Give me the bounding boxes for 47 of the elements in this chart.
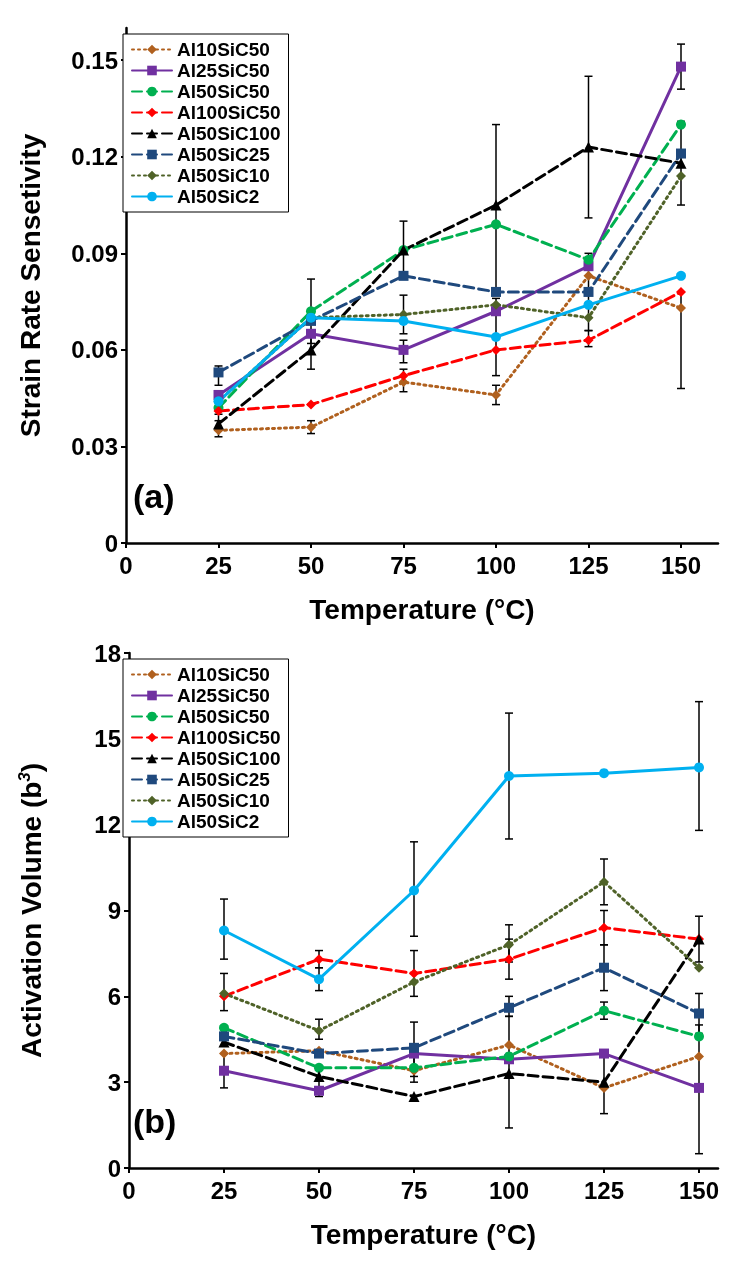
legend-label: Al25SiC50 bbox=[177, 60, 270, 81]
x-tick-label: 150 bbox=[678, 1176, 720, 1204]
y-tick-label: 0 bbox=[104, 529, 118, 557]
legend-label: Al50SiC50 bbox=[177, 81, 270, 102]
y-tick-label: 15 bbox=[94, 725, 121, 753]
legend-label: Al50SiC50 bbox=[177, 706, 270, 727]
x-axis-title: Temperature (°C) bbox=[310, 1218, 537, 1250]
x-tick-label: 50 bbox=[305, 1176, 333, 1204]
y-tick-label: 0.15 bbox=[71, 46, 118, 74]
legend-label: Al50SiC2 bbox=[177, 811, 260, 832]
legend-label: Al50SiC100 bbox=[177, 748, 281, 769]
x-tick-label: 125 bbox=[583, 1176, 625, 1204]
x-tick-label: 25 bbox=[205, 551, 232, 579]
legend-label: Al100SiC50 bbox=[177, 727, 281, 748]
annotation: (a) bbox=[133, 477, 175, 515]
y-tick-label: 6 bbox=[107, 982, 121, 1010]
x-tick-label: 100 bbox=[488, 1176, 530, 1204]
x-tick-label: 75 bbox=[390, 551, 417, 579]
y-tick-label: 0.03 bbox=[71, 432, 118, 460]
x-tick-label: 25 bbox=[210, 1176, 238, 1204]
x-tick-label: 150 bbox=[660, 551, 702, 579]
legend-label: Al50SiC10 bbox=[177, 165, 270, 186]
x-axis-title: Temperature (°C) bbox=[309, 593, 535, 625]
legend-label: Al10SiC50 bbox=[177, 664, 270, 685]
x-tick-label: 100 bbox=[475, 551, 517, 579]
y-axis-title: Strain Rate Sensetivity bbox=[14, 133, 46, 438]
y-axis-title: Activation Volume (b3) bbox=[15, 762, 47, 1059]
legend-label: Al100SiC50 bbox=[177, 102, 281, 123]
y-tick-label: 0.12 bbox=[71, 143, 118, 171]
legend-label: Al25SiC50 bbox=[177, 685, 270, 706]
legend-label: Al50SiC10 bbox=[177, 790, 270, 811]
legend-label: Al50SiC100 bbox=[177, 123, 281, 144]
x-tick-label: 50 bbox=[297, 551, 325, 579]
y-tick-label: 12 bbox=[94, 811, 121, 839]
legend-label: Al50SiC2 bbox=[177, 186, 260, 207]
x-tick-label: 125 bbox=[568, 551, 609, 579]
y-tick-label: 0.09 bbox=[71, 239, 118, 267]
legend-label: Al10SiC50 bbox=[177, 39, 270, 60]
legend-label: Al50SiC25 bbox=[177, 769, 271, 790]
y-tick-label: 18 bbox=[94, 639, 121, 667]
x-tick-label: 75 bbox=[400, 1176, 428, 1204]
legend-label: Al50SiC25 bbox=[177, 144, 271, 165]
annotation: (b) bbox=[133, 1102, 177, 1140]
y-tick-label: 9 bbox=[107, 897, 121, 924]
y-tick-label: 3 bbox=[107, 1068, 121, 1096]
y-tick-label: 0 bbox=[107, 1154, 121, 1182]
y-tick-label: 0.06 bbox=[71, 336, 118, 364]
